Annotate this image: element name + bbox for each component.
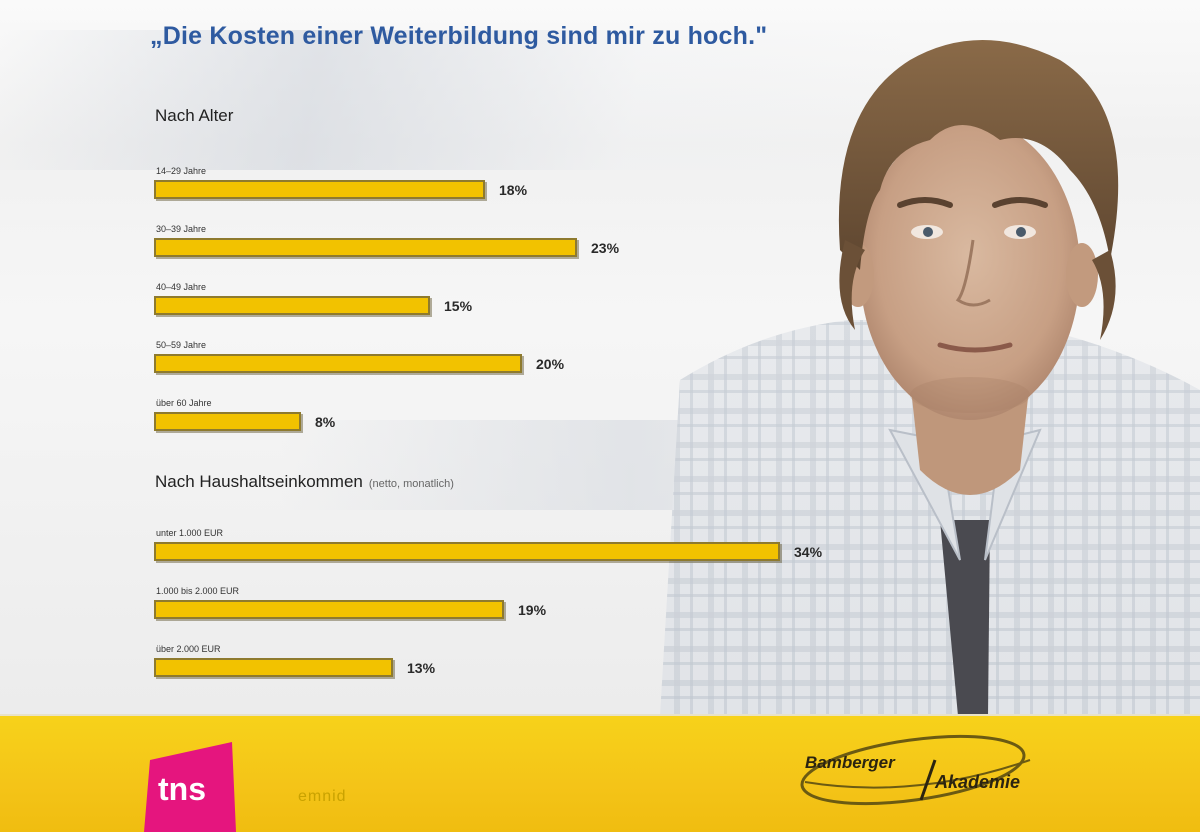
value-label: 20% <box>536 356 565 372</box>
category-label: 50–59 Jahre <box>156 340 207 350</box>
background-streak <box>0 30 900 170</box>
bamberger-text: Bamberger <box>805 753 896 772</box>
akademie-text: Akademie <box>934 772 1020 792</box>
bar <box>154 354 522 373</box>
section-title-age: Nach Alter <box>155 106 234 125</box>
category-label: 1.000 bis 2.000 EUR <box>156 586 240 596</box>
category-label: über 60 Jahre <box>156 398 212 408</box>
tns-logo: tns <box>144 742 236 832</box>
tns-logo-suffix: emnid <box>298 788 347 805</box>
value-label: 15% <box>444 298 473 314</box>
bar <box>154 296 430 315</box>
bar <box>154 658 393 677</box>
bar <box>154 180 485 199</box>
bar <box>154 238 577 257</box>
footer-divider <box>0 714 1200 717</box>
category-label: unter 1.000 EUR <box>156 528 224 538</box>
category-label: 40–49 Jahre <box>156 282 207 292</box>
tns-logo-text: tns <box>158 771 206 807</box>
value-label: 19% <box>518 602 547 618</box>
value-label: 13% <box>407 660 436 676</box>
value-label: 34% <box>794 544 823 560</box>
bar <box>154 542 780 561</box>
value-label: 23% <box>591 240 620 256</box>
category-label: 30–39 Jahre <box>156 224 207 234</box>
category-label: über 2.000 EUR <box>156 644 221 654</box>
bamberger-akademie-logo: Bamberger Akademie <box>800 734 1031 806</box>
category-label: 14–29 Jahre <box>156 166 207 176</box>
value-label: 18% <box>499 182 528 198</box>
chart-title: „Die Kosten einer Weiterbildung sind mir… <box>150 22 768 50</box>
bar <box>154 412 301 431</box>
section-title-income: Nach Haushaltseinkommen (netto, monatlich… <box>155 472 454 491</box>
section-note-income: (netto, monatlich) <box>368 478 454 490</box>
person-photo <box>660 40 1200 716</box>
value-label: 8% <box>315 414 336 430</box>
bar <box>154 600 504 619</box>
